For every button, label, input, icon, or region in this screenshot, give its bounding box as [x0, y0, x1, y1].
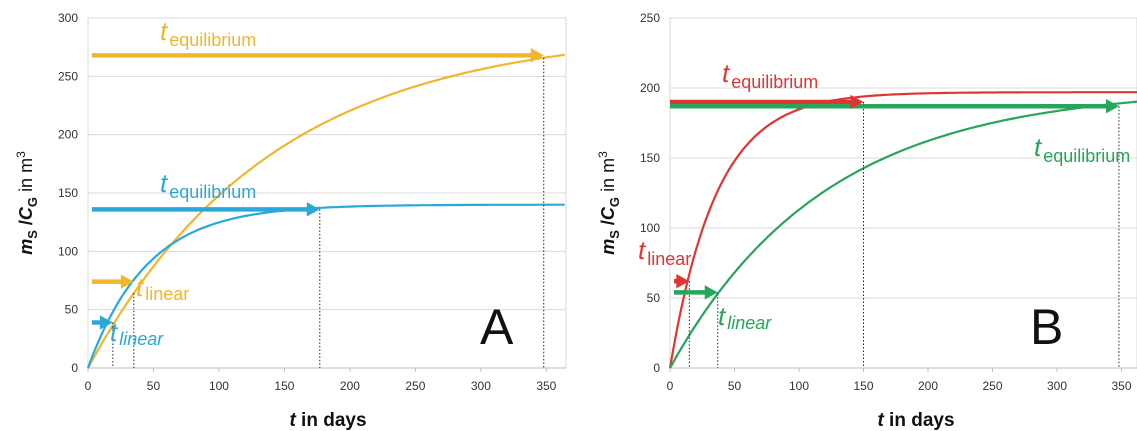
arrow-head	[1105, 99, 1119, 114]
x-tick-label: 150	[853, 379, 873, 393]
y-axis-c: C	[598, 206, 618, 220]
y-axis-sup: 3	[14, 151, 28, 158]
series-line-2	[86, 203, 565, 369]
arrow-head	[704, 285, 718, 300]
annotation-t: t	[638, 235, 647, 265]
x-axis-unit: in days	[884, 410, 955, 431]
annotation-equilibrium: t equilibrium	[160, 16, 256, 50]
annotation-linear: t linear	[136, 272, 189, 304]
annotation-equilibrium: t equilibrium	[1034, 132, 1130, 166]
annotation-sub: linear	[145, 284, 189, 304]
x-tick-label: 200	[918, 379, 938, 393]
annotation-t: t	[160, 168, 169, 198]
y-axis-m: m	[598, 239, 618, 255]
y-tick-label: 0	[71, 361, 78, 375]
y-tick-label: 200	[640, 81, 660, 95]
arrow-head	[120, 274, 134, 289]
x-tick-label: 100	[789, 379, 809, 393]
annotation-equilibrium: t equilibrium	[722, 58, 818, 92]
chart-panel-A: 0 50 100 150 200 250 300 0 50 100 150 200 250 300 350 t…	[14, 11, 567, 431]
y-tick-label: 0	[653, 361, 660, 375]
annotation-sub: linear	[647, 249, 691, 269]
arrow-head	[850, 94, 864, 110]
x-axis-var: t	[877, 410, 884, 431]
y-tick-label: 250	[58, 69, 78, 83]
y-axis-unit: in m	[16, 158, 36, 197]
x-tick-label: 300	[471, 379, 491, 393]
plot-area	[669, 17, 1137, 369]
y-tick-label: 150	[640, 151, 660, 165]
y-axis-sup: 3	[596, 151, 610, 158]
annotation-t: t	[722, 58, 731, 88]
x-tick-label: 0	[85, 379, 92, 393]
x-tick-label: 50	[147, 379, 161, 393]
arrow-head	[306, 202, 320, 217]
panel-letter: A	[480, 299, 514, 355]
series-line-1	[668, 91, 1137, 369]
annotation-sub: equilibrium	[1043, 146, 1130, 166]
y-axis-title: mS /CG in m3	[14, 151, 40, 255]
x-axis-title: t in days	[877, 410, 954, 431]
chart-panel-B: 0 50 100 150 200 250 0 50 100 150 200 250 300 350 t in…	[596, 11, 1137, 431]
y-axis-c: C	[16, 206, 36, 220]
y-axis-slash: /	[598, 220, 618, 230]
x-tick-label: 200	[340, 379, 360, 393]
y-axis-m-sub: S	[607, 230, 622, 239]
y-axis-m-sub: S	[25, 230, 40, 239]
y-tick-label: 150	[58, 186, 78, 200]
x-tick-label: 350	[536, 379, 556, 393]
arrow-head	[530, 48, 544, 63]
annotation-sub: linear	[119, 329, 164, 349]
x-tick-label: 300	[1047, 379, 1067, 393]
annotation-t: t	[718, 301, 727, 331]
y-axis-c-sub: G	[25, 197, 40, 207]
series-line-2	[669, 100, 1137, 369]
annotation-sub: equilibrium	[731, 72, 818, 92]
x-tick-label: 100	[209, 379, 229, 393]
series-line-1	[87, 53, 565, 369]
x-axis-unit: in days	[296, 410, 367, 431]
annotation-sub: equilibrium	[169, 30, 256, 50]
annotation-sub: linear	[727, 313, 772, 333]
y-tick-label: 250	[640, 11, 660, 25]
x-tick-label: 250	[405, 379, 425, 393]
annotation-linear: t linear	[638, 235, 691, 269]
arrow-head	[99, 315, 113, 330]
x-tick-label: 350	[1112, 379, 1132, 393]
x-tick-label: 150	[274, 379, 294, 393]
annotation-linear: t linear	[110, 317, 164, 349]
x-tick-label: 50	[728, 379, 742, 393]
x-tick-label: 0	[667, 379, 674, 393]
annotation-equilibrium: t equilibrium	[160, 168, 256, 202]
y-axis-title: mS /CG in m3	[596, 151, 622, 255]
annotation-linear: t linear	[718, 301, 772, 333]
y-tick-label: 50	[647, 291, 661, 305]
annotation-t: t	[110, 317, 119, 347]
x-tick-label: 250	[982, 379, 1002, 393]
y-axis-m: m	[16, 239, 36, 255]
y-tick-label: 50	[65, 303, 79, 317]
annotation-t: t	[136, 272, 145, 302]
y-axis-c-sub: G	[607, 197, 622, 207]
annotation-t: t	[1034, 132, 1043, 162]
annotation-sub: equilibrium	[169, 182, 256, 202]
y-axis-slash: /	[16, 220, 36, 230]
y-tick-label: 300	[58, 11, 78, 25]
x-axis-var: t	[289, 410, 296, 431]
y-tick-label: 100	[640, 221, 660, 235]
arrow-head	[676, 274, 690, 289]
annotation-t: t	[160, 16, 169, 46]
y-axis-unit: in m	[598, 158, 618, 197]
panel-letter: B	[1030, 299, 1063, 355]
y-tick-label: 100	[58, 244, 78, 258]
y-tick-label: 200	[58, 128, 78, 142]
x-axis-title: t in days	[289, 410, 366, 431]
